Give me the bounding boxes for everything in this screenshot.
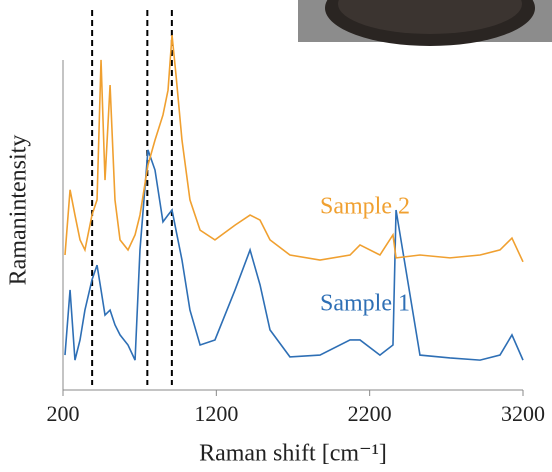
x-tick-label: 1200 — [194, 401, 238, 426]
x-tick-label: 2200 — [348, 401, 392, 426]
sample-photo — [298, 0, 552, 46]
series-label: Sample 1 — [320, 291, 410, 317]
x-tick-label: 200 — [47, 401, 80, 426]
y-axis-title: Ramanintensity — [6, 135, 32, 286]
series-line — [64, 34, 524, 263]
x-tick-label: 3200 — [501, 401, 545, 426]
series-label: Sample 2 — [320, 194, 410, 220]
x-axis-title: Raman shift [cm⁻¹] — [199, 441, 387, 467]
series-line — [64, 149, 524, 361]
